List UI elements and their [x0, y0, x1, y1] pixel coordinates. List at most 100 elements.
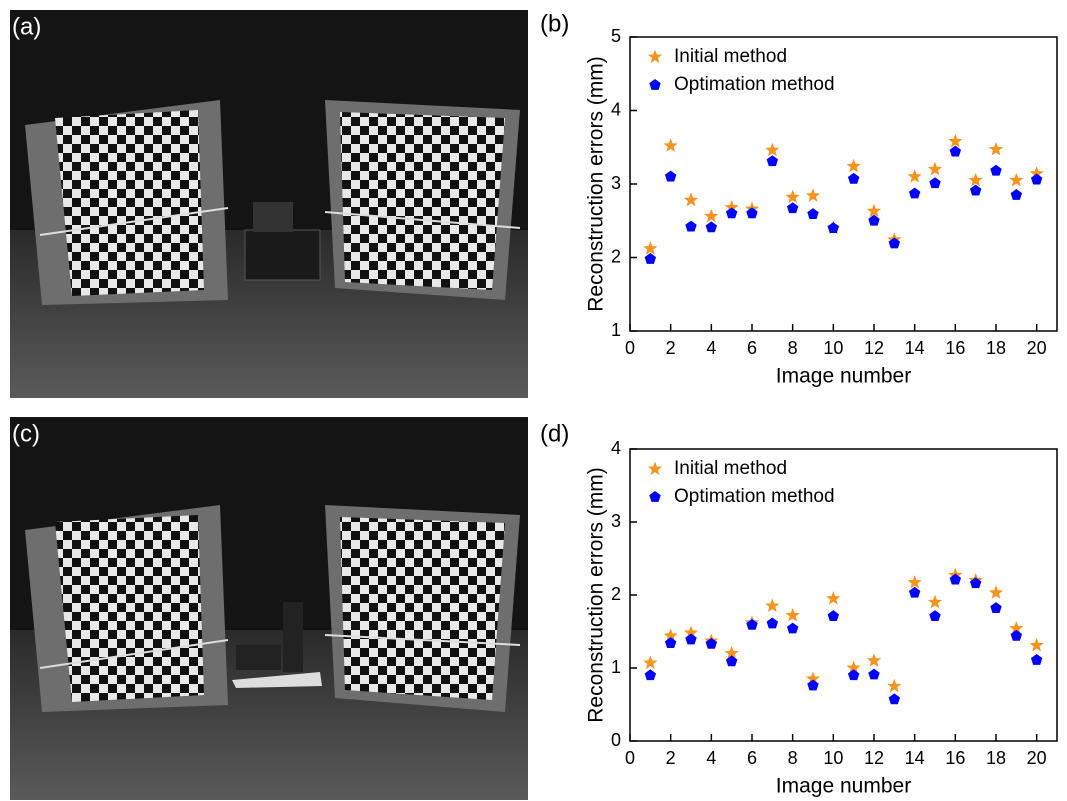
point — [746, 207, 758, 219]
point — [1029, 637, 1044, 652]
legend-marker — [649, 491, 661, 502]
point — [765, 598, 780, 613]
legend-label: Initial method — [674, 458, 787, 479]
point — [929, 610, 941, 622]
legend-label: Optimation method — [674, 486, 835, 507]
legend-marker — [647, 49, 663, 64]
point — [1010, 189, 1023, 200]
point — [927, 594, 943, 609]
point — [908, 187, 921, 199]
x-tick-label: 4 — [706, 338, 716, 358]
panel-label: (d) — [540, 420, 569, 447]
point — [765, 142, 780, 157]
point — [988, 585, 1004, 599]
point — [969, 577, 982, 589]
point — [968, 172, 983, 187]
point — [807, 679, 819, 691]
point — [643, 655, 658, 669]
point — [949, 573, 962, 585]
point — [725, 655, 738, 667]
point — [766, 155, 779, 167]
point — [868, 214, 880, 226]
x-tick-label: 16 — [945, 748, 965, 768]
point — [644, 252, 657, 264]
y-tick-label: 0 — [611, 730, 621, 750]
point — [1029, 166, 1044, 180]
y-tick-label: 2 — [611, 246, 621, 266]
point — [1009, 172, 1024, 187]
point — [1030, 653, 1043, 665]
x-tick-label: 18 — [986, 338, 1006, 358]
x-tick-label: 16 — [945, 338, 965, 358]
point — [664, 637, 677, 649]
x-tick-label: 8 — [788, 338, 798, 358]
y-tick-label: 1 — [611, 320, 621, 340]
point — [724, 200, 739, 214]
point — [724, 645, 739, 660]
point — [746, 618, 758, 630]
x-tick-label: 0 — [625, 748, 635, 768]
y-axis-label: Reconstruction errors (mm) — [585, 56, 608, 312]
point — [827, 222, 840, 233]
point — [664, 170, 677, 182]
point — [866, 653, 882, 667]
point — [929, 177, 941, 189]
point — [704, 208, 719, 223]
point — [927, 161, 943, 176]
point — [907, 575, 922, 589]
y-tick-label: 2 — [611, 584, 621, 604]
point — [990, 602, 1002, 613]
point — [663, 138, 678, 152]
point — [805, 188, 821, 202]
plot-frame — [629, 36, 1058, 332]
point — [826, 591, 841, 605]
photo-c — [10, 417, 528, 800]
panel-label: (b) — [540, 10, 569, 37]
point — [766, 617, 779, 629]
x-tick-label: 14 — [905, 338, 925, 358]
point — [847, 669, 860, 681]
legend-label: Optimation method — [674, 74, 835, 95]
point — [949, 145, 962, 157]
point — [705, 637, 718, 649]
point — [887, 678, 902, 693]
point — [846, 158, 861, 173]
x-tick-label: 12 — [864, 338, 884, 358]
point — [663, 628, 678, 642]
x-tick-label: 20 — [1027, 748, 1047, 768]
point — [1030, 173, 1043, 185]
point — [786, 622, 799, 634]
plot-frame — [629, 448, 1058, 742]
point — [725, 207, 738, 219]
legend-marker — [647, 461, 663, 476]
y-tick-label: 3 — [611, 173, 621, 193]
point — [705, 221, 718, 233]
point — [827, 610, 840, 622]
x-tick-label: 10 — [823, 338, 843, 358]
point — [847, 172, 860, 184]
x-tick-label: 2 — [666, 338, 676, 358]
photo-label: (a) — [12, 13, 41, 40]
y-tick-label: 1 — [611, 657, 621, 677]
point — [805, 671, 821, 686]
x-tick-label: 0 — [625, 338, 635, 358]
point — [685, 220, 697, 232]
y-tick-label: 3 — [611, 511, 621, 531]
point — [948, 133, 963, 148]
x-tick-label: 2 — [666, 748, 676, 768]
y-axis-label: Reconstruction errors (mm) — [585, 467, 608, 723]
x-axis-label: Image number — [776, 775, 911, 798]
point — [888, 693, 901, 705]
x-tick-label: 6 — [747, 338, 757, 358]
photo-a — [10, 10, 528, 398]
point — [908, 586, 921, 598]
point — [907, 169, 922, 183]
x-tick-label: 10 — [823, 748, 843, 768]
x-tick-label: 6 — [747, 748, 757, 768]
x-tick-label: 4 — [706, 748, 716, 768]
x-axis-label: Image number — [776, 365, 911, 388]
x-tick-label: 12 — [864, 748, 884, 768]
point — [1009, 621, 1024, 635]
point — [868, 668, 880, 680]
